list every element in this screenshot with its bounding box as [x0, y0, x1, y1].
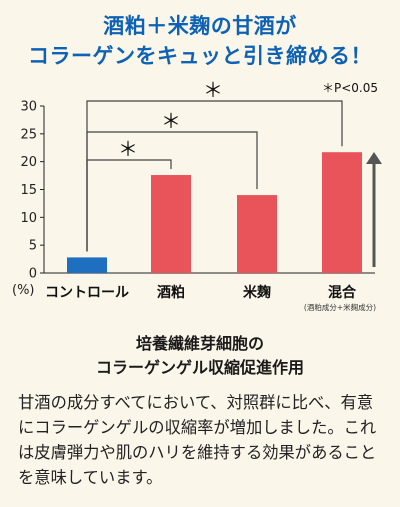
y-tick-label: 15 [20, 183, 37, 198]
bar [322, 152, 362, 273]
y-tick-label: 20 [20, 155, 37, 170]
chart-caption-line-2: コラーゲンゲル収縮促進作用 [95, 358, 304, 377]
significance-bracket [86, 100, 343, 252]
significance-note: ＊P<0.05 [322, 81, 378, 95]
y-tick-label: 25 [20, 127, 37, 142]
bar [151, 175, 191, 273]
chart-caption-line-1: 培養繊維芽細胞の [135, 334, 264, 353]
body-paragraph: 甘酒の成分すべてにおいて、対照群に比べ、有意にコラーゲンゲルの収縮率が増加しまし… [18, 393, 377, 487]
category-label: 米麹 [243, 284, 271, 301]
significance-star: ＊ [161, 109, 181, 133]
category-label: 混合 [328, 284, 357, 301]
bar-chart: 0 5 10 15 20 25 30 コントロール 酒粕 米麹 混合 ＊ ＊ ＊ ＊P<0.05 (%… [12, 78, 382, 312]
category-label: 酒粕 [157, 284, 185, 301]
y-axis-unit-label: (%) [12, 283, 35, 298]
bar [67, 257, 107, 273]
category-label: コントロール [45, 285, 129, 301]
y-tick-label: 30 [20, 100, 37, 115]
headline-line-1: 酒粕＋米麹の甘酒が [103, 14, 297, 38]
category-subnote: (酒粕成分+米麹成分) [304, 302, 376, 312]
y-tick-label: 10 [20, 211, 37, 226]
significance-star: ＊ [118, 137, 138, 161]
significance-star: ＊ [203, 78, 223, 102]
bar [237, 195, 277, 273]
y-tick-label: 5 [29, 239, 37, 254]
headline-line-2: コラーゲンをキュッと引き締める！ [28, 44, 372, 68]
trend-arrow-head [366, 152, 382, 164]
significance-bracket [86, 159, 172, 252]
y-tick-label: 0 [29, 267, 37, 282]
